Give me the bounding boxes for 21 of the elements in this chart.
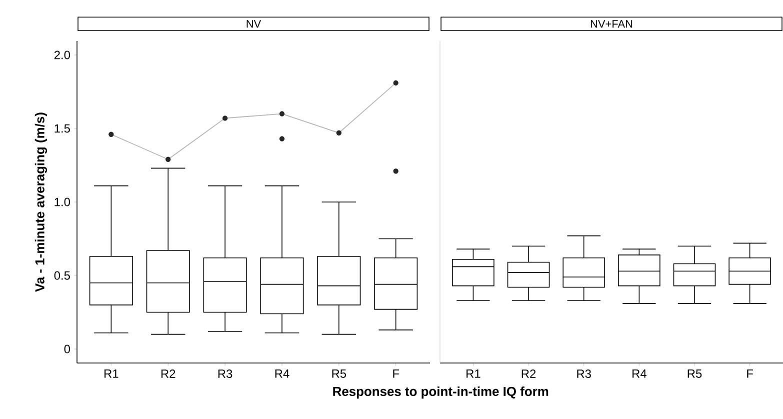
y-axis-title: Va - 1-minute averaging (m/s) (34, 112, 48, 292)
x-tick-label: R3 (577, 370, 591, 378)
y-tick-label: 2.0 (54, 50, 70, 60)
x-tick-label: R2 (522, 370, 536, 378)
x-tick-label: R4 (275, 370, 290, 378)
x-tick-label: F (393, 370, 400, 378)
x-tick-label: R5 (688, 370, 702, 378)
chart-title: NV+FAN (590, 20, 632, 28)
y-tick-label: 1.5 (54, 124, 70, 133)
chart-title: NV (246, 20, 262, 28)
x-tick-label: R3 (218, 370, 232, 378)
x-axis-title: Responses to point-in-time IQ form (333, 386, 548, 399)
x-tick-label: R1 (466, 370, 480, 378)
x-tick-label: R4 (632, 370, 646, 378)
x-tick-label: R5 (332, 370, 346, 378)
y-tick-label: 0 (64, 344, 70, 354)
x-tick-label: F (747, 370, 753, 378)
y-tick-label: 1.0 (54, 198, 70, 206)
x-tick-label: R2 (161, 370, 176, 378)
x-tick-label: R1 (104, 370, 118, 378)
y-tick-label: 0.5 (54, 271, 70, 280)
